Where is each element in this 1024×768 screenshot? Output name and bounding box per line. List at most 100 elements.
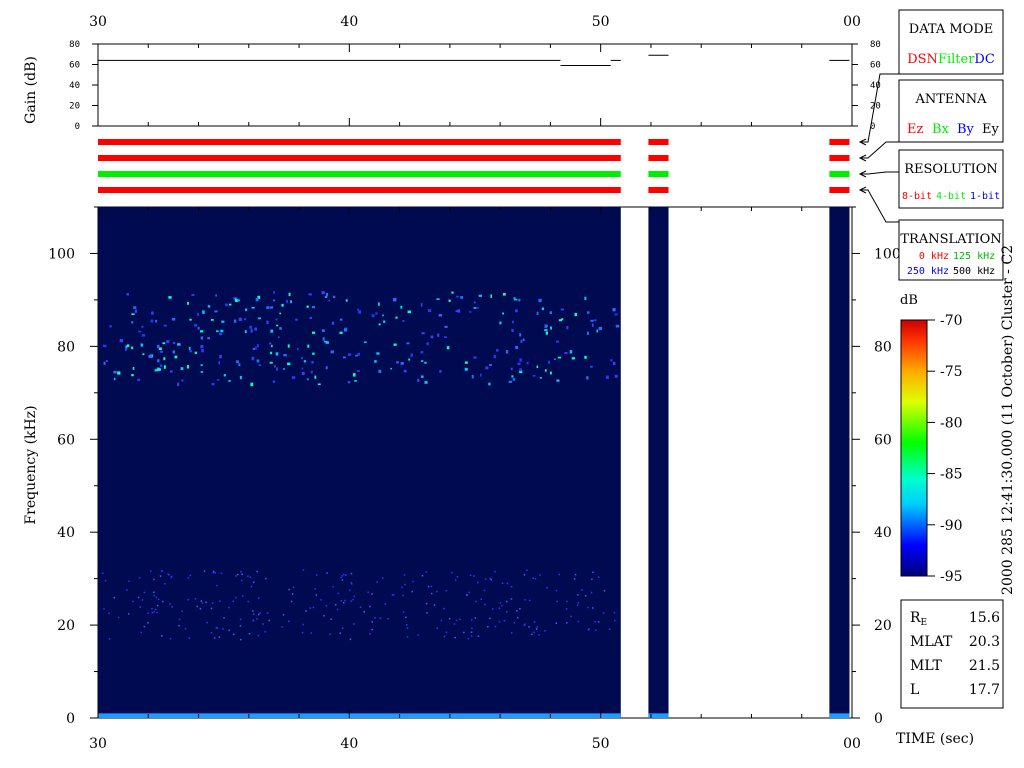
emission-pixel [489, 363, 492, 366]
mode-bar [829, 171, 850, 177]
emission-pixel [520, 339, 523, 343]
emission-pixel [421, 574, 424, 577]
emission-pixel [516, 610, 518, 612]
colorbar-unit: dB [900, 293, 918, 308]
frequency-tick-label-right: 20 [874, 618, 892, 634]
emission-pixel [499, 602, 502, 604]
low-frequency-band [648, 713, 669, 718]
emission-pixel [491, 608, 494, 610]
emission-pixel [266, 320, 269, 325]
emission-pixel [536, 365, 539, 369]
emission-pixel [272, 299, 276, 302]
emission-pixel [308, 293, 312, 296]
emission-pixel [249, 325, 253, 329]
emission-pixel [188, 637, 191, 639]
emission-pixel [143, 591, 146, 594]
emission-pixel [330, 350, 334, 354]
orbit-info-value: 17.7 [969, 682, 1000, 698]
emission-pixel [151, 311, 154, 315]
emission-pixel [553, 358, 556, 361]
emission-pixel [127, 613, 130, 615]
emission-pixel [515, 345, 519, 350]
orbit-info-subscript: E [921, 618, 928, 628]
emission-pixel [103, 344, 107, 348]
emission-pixel [336, 608, 339, 611]
emission-pixel [556, 600, 558, 603]
emission-pixel [137, 596, 140, 599]
emission-pixel [615, 324, 620, 328]
emission-pixel [178, 624, 180, 627]
emission-pixel [533, 621, 536, 623]
emission-pixel [544, 324, 547, 328]
emission-pixel [591, 323, 594, 327]
emission-pixel [406, 627, 409, 629]
emission-pixel [484, 603, 486, 606]
gain-ticks: 0 0 20 20 40 40 60 60 80 80 [69, 40, 881, 132]
emission-pixel [503, 619, 506, 622]
low-frequency-band [829, 713, 850, 718]
emission-pixel [270, 306, 274, 309]
emission-pixel [489, 617, 491, 620]
emission-pixel [502, 292, 506, 296]
gain-tick-label-left: 20 [69, 102, 80, 112]
emission-pixel [344, 599, 346, 602]
emission-pixel [138, 330, 142, 333]
emission-pixel [523, 574, 526, 576]
emission-pixel [524, 599, 526, 601]
emission-pixel [108, 612, 110, 615]
emission-pixel [250, 585, 253, 588]
emission-pixel [251, 356, 255, 361]
emission-pixel [102, 572, 104, 575]
colorbar-tick-label: -95 [940, 569, 963, 585]
emission-pixel [291, 376, 296, 379]
emission-pixel [546, 324, 548, 328]
emission-pixel [595, 629, 597, 631]
low-frequency-band [98, 713, 621, 718]
emission-pixel [147, 612, 149, 614]
emission-pixel [502, 312, 504, 315]
emission-pixel [328, 299, 330, 302]
emission-pixel [598, 326, 603, 331]
emission-pixel [210, 319, 214, 321]
emission-pixel [194, 351, 197, 354]
mode-bar [648, 155, 669, 161]
emission-pixel [376, 581, 378, 583]
emission-pixel [566, 326, 569, 330]
emission-pixel [526, 361, 529, 365]
emission-pixel [252, 619, 255, 621]
frequency-ticks: 0 0 20 20 40 40 60 60 80 80 100 100 [48, 206, 901, 727]
emission-pixel [471, 374, 474, 379]
emission-pixel [445, 631, 448, 633]
emission-pixel [301, 631, 304, 634]
emission-pixel [256, 344, 259, 348]
emission-pixel [513, 298, 518, 301]
emission-pixel [181, 610, 183, 613]
emission-pixel [566, 600, 568, 603]
top-time-tick-label: 40 [340, 14, 358, 30]
emission-pixel [250, 382, 254, 387]
emission-pixel [301, 371, 305, 376]
emission-pixel [168, 574, 170, 576]
legend-connectors [858, 73, 899, 223]
emission-pixel [469, 574, 472, 577]
emission-pixel [510, 585, 513, 588]
emission-pixel [325, 605, 328, 607]
emission-pixel [189, 318, 192, 321]
emission-pixel [519, 607, 521, 610]
emission-pixel [247, 600, 249, 603]
emission-pixel [247, 575, 249, 577]
emission-pixel [252, 347, 255, 350]
emission-pixel [156, 604, 159, 607]
emission-pixel [417, 378, 420, 382]
emission-pixel [564, 352, 568, 354]
emission-pixel [463, 631, 465, 634]
emission-pixel [153, 578, 155, 581]
emission-pixel [140, 631, 143, 634]
emission-pixel [197, 326, 200, 330]
emission-pixel [353, 623, 355, 625]
emission-pixel [352, 598, 354, 601]
emission-pixel [309, 607, 312, 609]
emission-pixel [157, 368, 161, 371]
emission-pixel [216, 379, 220, 381]
emission-pixel [154, 369, 158, 372]
